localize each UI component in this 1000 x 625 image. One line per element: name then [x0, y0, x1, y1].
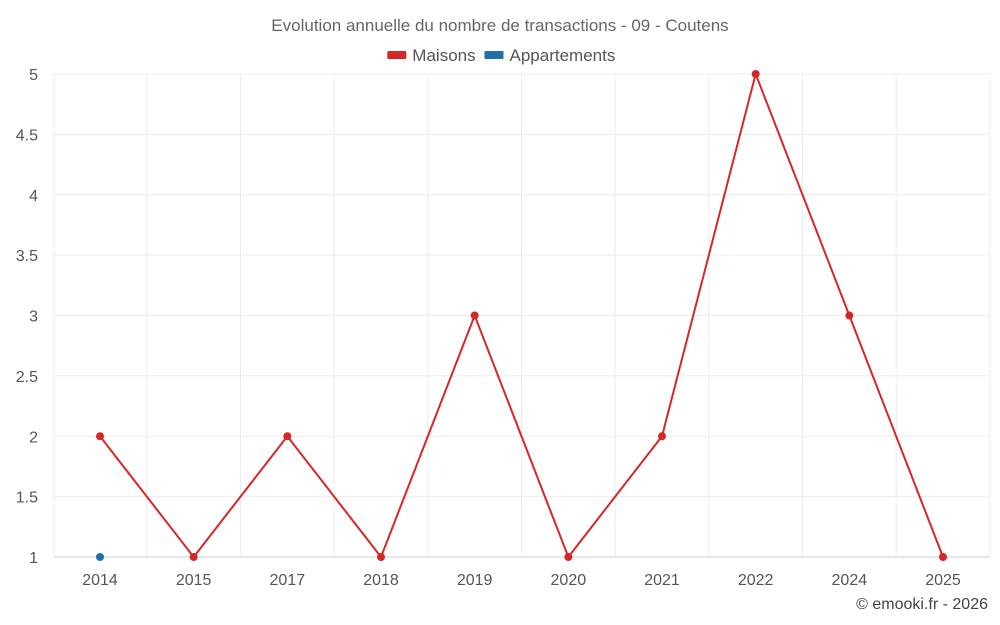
x-tick-label: 2015: [176, 572, 212, 589]
data-point-maisons-2025[interactable]: [939, 553, 947, 561]
x-tick-label: 2017: [270, 572, 306, 589]
x-tick-label: 2020: [551, 572, 587, 589]
data-point-maisons-2020[interactable]: [564, 553, 573, 561]
series-layer: [96, 70, 947, 561]
y-tick-label: 1.5: [16, 490, 38, 507]
series-line-maisons: [99, 70, 944, 560]
x-tick-label: 2022: [738, 572, 774, 589]
chart-credit: © emooki.fr - 2026: [856, 596, 988, 613]
data-point-maisons-2022[interactable]: [751, 70, 760, 78]
x-tick-label: 2024: [832, 572, 868, 589]
data-point-appartements-2014[interactable]: [96, 553, 104, 561]
y-tick-label: 1: [29, 550, 38, 567]
data-point-maisons-2018[interactable]: [377, 553, 385, 561]
y-tick-label: 3: [29, 309, 38, 326]
y-tick-label: 2.5: [16, 369, 38, 386]
legend: Maisons Appartements: [387, 46, 615, 65]
data-point-maisons-2014[interactable]: [96, 432, 104, 441]
x-tick-label: 2019: [457, 572, 493, 589]
legend-swatch: [387, 51, 407, 59]
y-tick-label: 4: [29, 188, 38, 205]
legend-label: Maisons: [412, 46, 475, 65]
y-tick-label: 2: [29, 429, 38, 446]
series-appartements: [96, 553, 104, 561]
x-tick-label: 2014: [82, 572, 118, 589]
data-point-maisons-2017[interactable]: [283, 432, 292, 441]
x-tick-label: 2021: [644, 572, 680, 589]
y-tick-label: 5: [29, 67, 38, 84]
legend-swatch: [484, 51, 504, 59]
y-axis-ticks: 1 1.5 2 2.5 3 3.5 4 4.5 5: [16, 67, 38, 567]
legend-item-appartements[interactable]: Appartements: [484, 46, 616, 65]
series-maisons: [96, 70, 947, 561]
x-tick-label: 2018: [363, 572, 399, 589]
legend-item-maisons[interactable]: Maisons: [387, 46, 476, 65]
data-point-maisons-2019[interactable]: [470, 311, 479, 320]
chart-title: Evolution annuelle du nombre de transact…: [271, 16, 728, 35]
x-axis-ticks: 2014 2015 2017 2018 2019 2020 2021 2022 2024 2025: [82, 572, 961, 589]
x-tick-label: 2025: [925, 572, 961, 589]
legend-label: Appartements: [510, 46, 616, 65]
data-point-maisons-2021[interactable]: [658, 432, 666, 441]
grid: [53, 73, 991, 558]
data-point-maisons-2015[interactable]: [189, 553, 198, 561]
y-tick-label: 4.5: [16, 127, 38, 144]
data-point-maisons-2024[interactable]: [845, 311, 854, 320]
y-tick-label: 3.5: [16, 248, 38, 265]
